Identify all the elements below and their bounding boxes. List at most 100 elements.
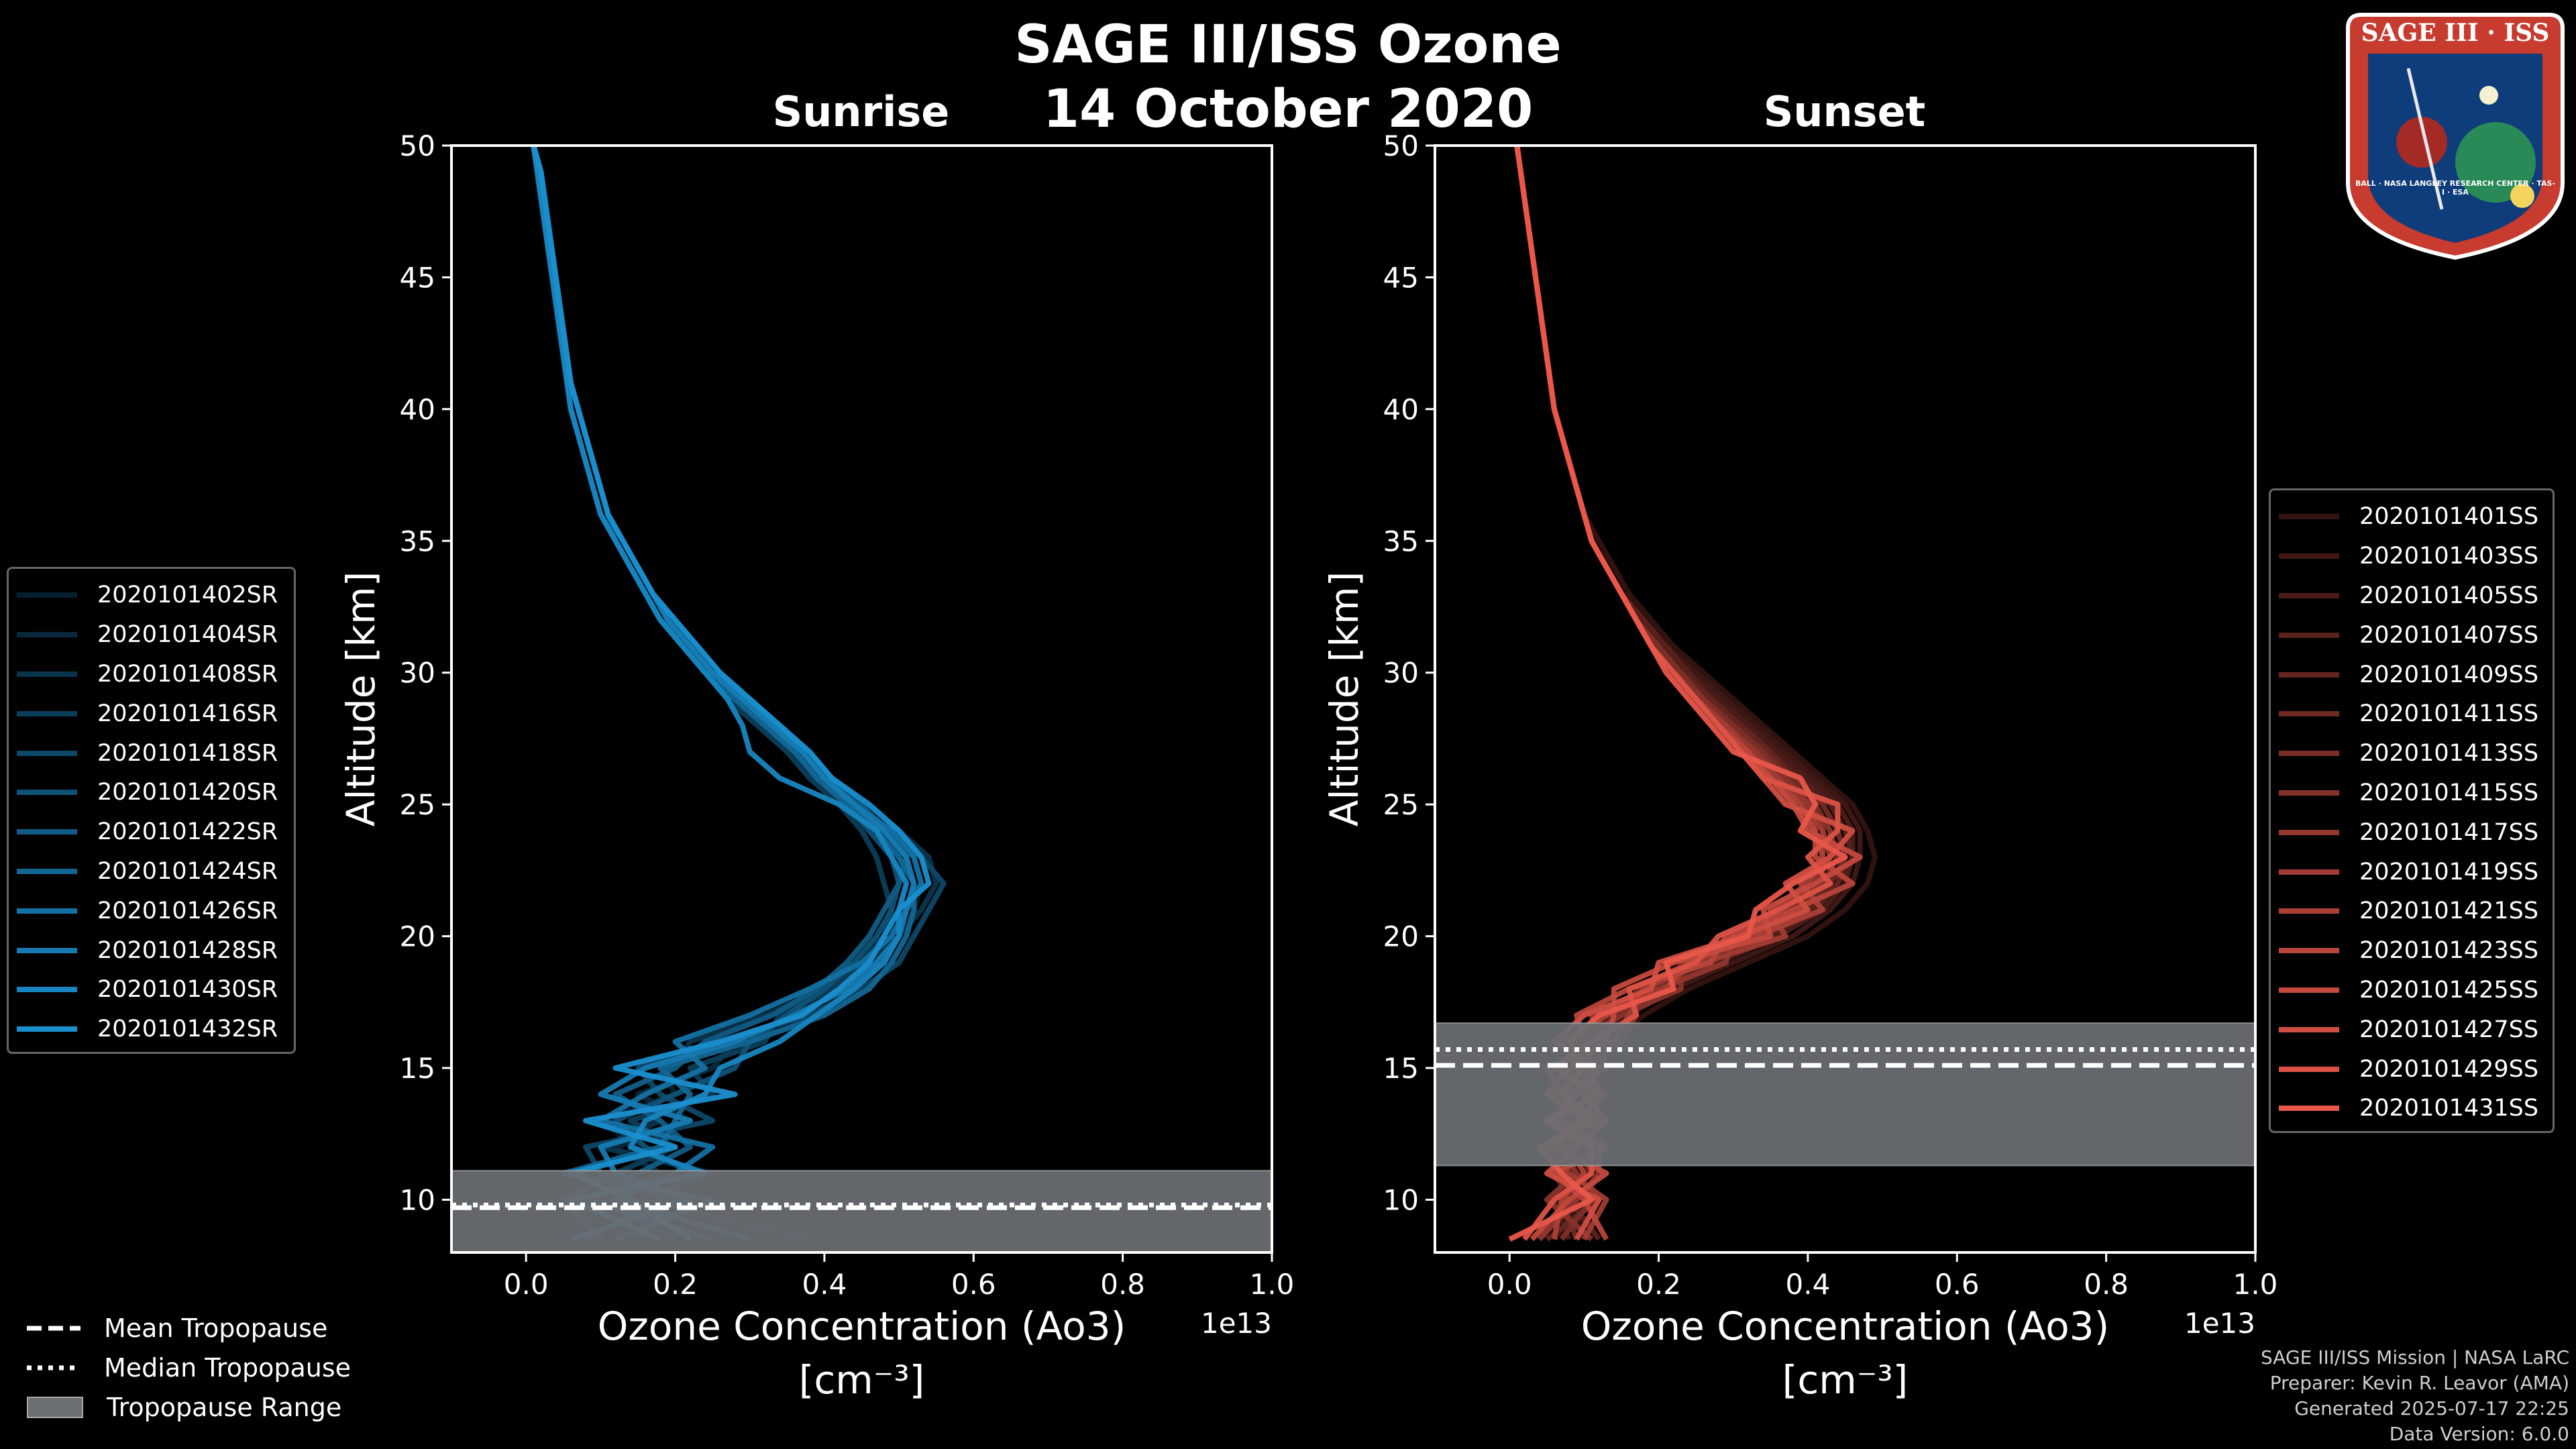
logo-top-text: SAGE III · ISS bbox=[2361, 19, 2550, 47]
profile-line-2020101432SR bbox=[531, 144, 932, 1242]
legend-swatch bbox=[2279, 1106, 2339, 1112]
x-tick-label: 0.4 bbox=[1786, 1268, 1831, 1301]
legend-swatch bbox=[17, 947, 77, 953]
legend-swatch bbox=[2279, 869, 2339, 875]
y-tick-label: 40 bbox=[400, 393, 435, 426]
x-tick-label: 1.0 bbox=[2233, 1268, 2278, 1301]
legend-label: 2020101404SR bbox=[97, 621, 278, 649]
y-tick-label: 20 bbox=[400, 920, 435, 953]
x-tick-label: 0.6 bbox=[1935, 1268, 1980, 1301]
legend-range-label: Tropopause Range bbox=[107, 1392, 342, 1422]
y-tick-label: 30 bbox=[1383, 657, 1419, 690]
legend-label: 2020101416SR bbox=[97, 700, 278, 727]
tropopause-range-band bbox=[1434, 1022, 2256, 1167]
legend-median-entry: Median Tropopause bbox=[23, 1348, 426, 1387]
legend-label: 2020101411SS bbox=[2359, 700, 2539, 728]
legend-swatch bbox=[17, 750, 77, 756]
credit-line: SAGE III/ISS Mission | NASA LaRC bbox=[2261, 1346, 2569, 1368]
legend-entry: 2020101426SR bbox=[9, 891, 294, 930]
legend-label: 2020101425SS bbox=[2359, 976, 2539, 1004]
x-tick-label: 1.0 bbox=[1250, 1268, 1295, 1301]
legend-swatch bbox=[2279, 672, 2339, 678]
legend-entry: 2020101428SR bbox=[9, 930, 294, 970]
y-tick-label: 30 bbox=[400, 657, 435, 690]
legend-entry: 2020101429SS bbox=[2271, 1049, 2553, 1089]
credit-line: Data Version: 6.0.0 bbox=[2389, 1423, 2569, 1445]
x-tick-label: 0.2 bbox=[1636, 1268, 1681, 1301]
plot-frame bbox=[1434, 144, 2257, 1254]
x-offset-label: 1e13 bbox=[1201, 1307, 1272, 1340]
y-tick-label: 25 bbox=[1383, 788, 1419, 821]
sunrise-title: Sunrise bbox=[772, 87, 950, 136]
legend-swatch bbox=[2279, 908, 2339, 914]
legend-entry: 2020101432SR bbox=[9, 1010, 294, 1049]
legend-swatch bbox=[2279, 711, 2339, 717]
legend-swatch bbox=[17, 868, 77, 874]
plot-frame bbox=[450, 144, 1273, 1254]
legend-swatch bbox=[2279, 948, 2339, 954]
legend-entry: 2020101407SS bbox=[2271, 615, 2553, 655]
legend-median-label: Median Tropopause bbox=[104, 1352, 351, 1383]
legend-entry: 2020101418SR bbox=[9, 733, 294, 773]
legend-swatch bbox=[17, 1026, 77, 1032]
range-swatch bbox=[27, 1396, 83, 1418]
x-tick-label: 0.8 bbox=[1100, 1268, 1145, 1301]
legend-entry: 2020101408SR bbox=[9, 655, 294, 694]
legend-entry: 2020101411SS bbox=[2271, 694, 2553, 734]
x-tick-label: 0.0 bbox=[504, 1268, 549, 1301]
x-tick-label: 0.6 bbox=[951, 1268, 996, 1301]
y-tick-label: 40 bbox=[1383, 393, 1419, 426]
sage-logo: SAGE III · ISS BALL · NASA LANGLEY RESEA… bbox=[2341, 8, 2569, 263]
legend-label: 2020101405SS bbox=[2359, 582, 2539, 609]
profile-lines bbox=[531, 144, 947, 1242]
profile-line-2020101430SR bbox=[531, 145, 910, 1242]
credit-line: Generated 2025-07-17 22:25 bbox=[2294, 1397, 2569, 1419]
y-tick-label: 35 bbox=[1383, 525, 1419, 557]
legend-label: 2020101417SS bbox=[2359, 818, 2539, 846]
y-tick-label: 25 bbox=[400, 788, 435, 821]
legend-swatch bbox=[2279, 592, 2339, 598]
legend-swatch bbox=[17, 592, 77, 598]
legend-entry: 2020101421SS bbox=[2271, 892, 2553, 931]
legend-label: 2020101424SR bbox=[97, 857, 278, 885]
sunset-title: Sunset bbox=[1763, 87, 1926, 136]
y-axis-label: Altitude [km] bbox=[338, 572, 384, 826]
x-offset-label: 1e13 bbox=[2184, 1307, 2255, 1340]
legend-label: 2020101426SR bbox=[97, 897, 278, 924]
legend-entry: 2020101415SS bbox=[2271, 773, 2553, 813]
legend-label: 2020101415SS bbox=[2359, 779, 2539, 806]
legend-label: 2020101402SR bbox=[97, 582, 278, 609]
legend-entry: 2020101427SS bbox=[2271, 1010, 2553, 1049]
legend-swatch bbox=[17, 908, 77, 914]
legend-label: 2020101408SR bbox=[97, 660, 278, 688]
sunset-chart: 0.0 0.2 0.4 0.6 0.8 1.0 10 15 20 25 30 35 40 45 50 1e13… bbox=[1322, 134, 2278, 1403]
legend-entry: 2020101409SS bbox=[2271, 655, 2553, 694]
plot-background bbox=[451, 146, 1272, 1252]
legend-swatch bbox=[2279, 1026, 2339, 1032]
x-axis-label: Ozone Concentration (Ao3) bbox=[598, 1303, 1126, 1349]
sunset-legend: 2020101401SS 2020101403SS 2020101405SS 2020… bbox=[2269, 488, 2555, 1133]
y-tick-label: 15 bbox=[400, 1052, 435, 1085]
sunrise-legend: 2020101402SR 2020101404SR 2020101408SR 2020… bbox=[7, 567, 296, 1054]
x-axis-label: Ozone Concentration (Ao3) bbox=[1581, 1303, 2110, 1349]
legend-entry: 2020101405SS bbox=[2271, 576, 2553, 616]
legend-swatch bbox=[17, 710, 77, 716]
legend-entry: 2020101425SS bbox=[2271, 971, 2553, 1010]
legend-entry: 2020101430SR bbox=[9, 970, 294, 1010]
legend-entry: 2020101401SS bbox=[2271, 497, 2553, 537]
legend-swatch bbox=[2279, 632, 2339, 638]
legend-label: 2020101420SR bbox=[97, 779, 278, 806]
legend-label: 2020101423SS bbox=[2359, 937, 2539, 965]
figure-title-line2: 14 October 2020 bbox=[1042, 79, 1534, 140]
legend-entry: 2020101404SR bbox=[9, 615, 294, 655]
legend-label: 2020101428SR bbox=[97, 936, 278, 964]
y-tick-label: 20 bbox=[1383, 920, 1419, 953]
dashed-line-swatch bbox=[27, 1326, 80, 1330]
legend-label: 2020101418SR bbox=[97, 739, 278, 767]
credit-line: Preparer: Kevin R. Leavor (AMA) bbox=[2269, 1372, 2569, 1394]
legend-label: 2020101409SS bbox=[2359, 661, 2539, 688]
legend-swatch bbox=[2279, 514, 2339, 520]
x-tick-label: 0.4 bbox=[802, 1268, 847, 1301]
legend-label: 2020101407SS bbox=[2359, 621, 2539, 649]
legend-label: 2020101421SS bbox=[2359, 898, 2539, 925]
